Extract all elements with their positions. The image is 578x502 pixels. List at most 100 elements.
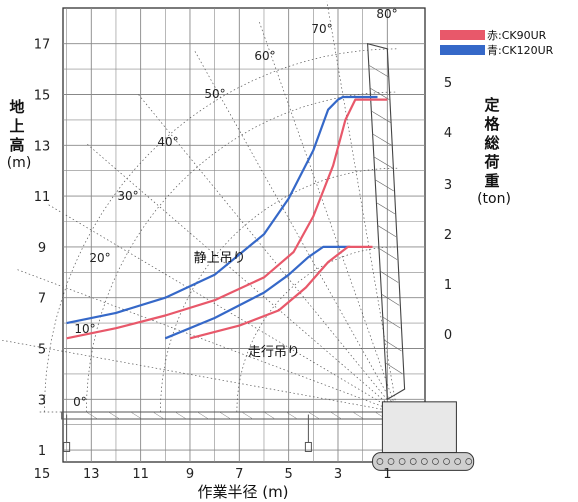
right-axis-label-char: 定 [484,96,499,114]
boom-lattice-strut [384,362,403,375]
crane-illustration [61,42,475,471]
boom-lattice-strut [369,87,390,100]
angle-label: 30° [117,189,138,203]
boom-lattice-strut [308,411,320,420]
chart-labels: 0°10°20°30°40°50°60°70°80°15 13 11 9 7 5 3 1135… [7,7,554,501]
boom-lattice-strut [371,110,391,123]
y-axis-label-char: 上 [9,117,24,135]
right-tick-label: 3 [444,178,452,193]
angle-label: 70° [311,22,332,36]
x-tick-label: 7 [235,467,243,482]
boom-lattice-strut [175,411,187,420]
track-roller [387,458,395,465]
y-axis-label-char: 高 [9,136,24,154]
angle-label: 20° [89,251,110,265]
load-curve-line [164,245,351,340]
x-axis-label: 作業半径 (m) [197,483,288,501]
boom-lattice-strut [378,247,398,260]
boom-lattice-strut [286,411,298,420]
x-tick-label: 5 [285,467,293,482]
boom-lattice-strut [197,411,209,420]
track-roller [409,458,417,465]
x-tick-label: 11 [132,467,149,482]
x-tick-label: 15 [34,467,51,482]
right-axis-label-char: 格 [484,115,500,133]
boom-lattice-strut [380,293,400,306]
boom-lattice-strut [383,339,402,352]
hook-block [63,441,71,452]
curve-annotation: 走行吊り [248,345,300,360]
crawler-track [372,452,475,471]
angle-label: 50° [204,87,225,101]
vertical-boom [367,42,406,401]
angle-line [136,92,398,413]
angle-label: 80° [376,7,397,21]
y-axis-label-char: 地 [9,98,24,116]
x-tick-label: 13 [83,467,100,482]
crane-cab [381,401,457,454]
angle-lines [0,1,398,413]
load-curve-line [66,95,378,325]
y-tick-label: 15 [34,89,51,104]
load-curve-line [189,245,373,340]
legend-swatch [440,45,485,55]
angle-line [0,339,398,413]
boom-lattice-strut [263,411,276,420]
angle-line [194,51,398,413]
right-axis-label-char: 重 [484,172,499,190]
angle-line [16,269,398,413]
boom-radius-arc [236,246,398,413]
boom-lattice-strut [379,270,399,283]
boom-lattice-strut [152,411,165,420]
boom-lattice-strut [330,411,342,420]
y-tick-label: 11 [34,190,51,205]
track-roller [443,458,450,465]
grid [62,7,426,463]
boom-lattice-strut [376,202,396,215]
angle-label: 0° [73,395,87,409]
right-axis-label-char: 荷 [484,153,499,171]
boom-lattice-strut [377,225,397,237]
hook-block [304,441,312,452]
legend-swatch [440,30,485,40]
load-curve-line [66,98,388,340]
boom-lattice-strut [219,411,231,420]
right-tick-label: 2 [444,228,452,243]
boom-lattice-strut [368,65,389,77]
track-roller [398,458,406,465]
track-roller [465,458,473,465]
legend-label: 赤:CK90UR [487,29,547,42]
angle-line [87,143,398,413]
legend-label: 青:CK120UR [487,44,554,57]
x-tick-label: 3 [334,467,342,482]
boom-lattice-strut [130,411,142,420]
right-tick-label: 0 [444,328,452,343]
track-roller [432,458,439,465]
load-curves [66,95,388,340]
angle-line [326,1,398,413]
track-roller [454,458,461,465]
boom-lattice-strut [86,411,98,420]
y-axis-unit: (m) [7,155,32,171]
boom-lattice-strut [373,156,393,169]
right-tick-label: 1 [444,278,452,293]
track-roller [420,458,428,465]
y-tick-label: 7 [38,292,46,307]
x-tick-label: 9 [186,467,194,482]
angle-label: 40° [157,135,178,149]
y-tick-label: 3 [38,393,46,408]
boom-lattice-strut [382,316,401,329]
right-tick-label: 4 [444,126,452,141]
angle-line [258,20,398,413]
boom-lattice-strut [241,411,254,420]
right-axis-unit: (ton) [477,191,511,207]
y-tick-label: 17 [34,38,51,53]
y-tick-label: 5 [38,343,46,358]
x-tick-label: 1 [383,467,391,482]
plot-frame [62,7,426,463]
y-tick-label: 1 [38,444,46,459]
curve-annotation: 静上吊り [194,251,246,266]
angle-label: 10° [74,322,95,336]
track-roller [376,458,384,465]
